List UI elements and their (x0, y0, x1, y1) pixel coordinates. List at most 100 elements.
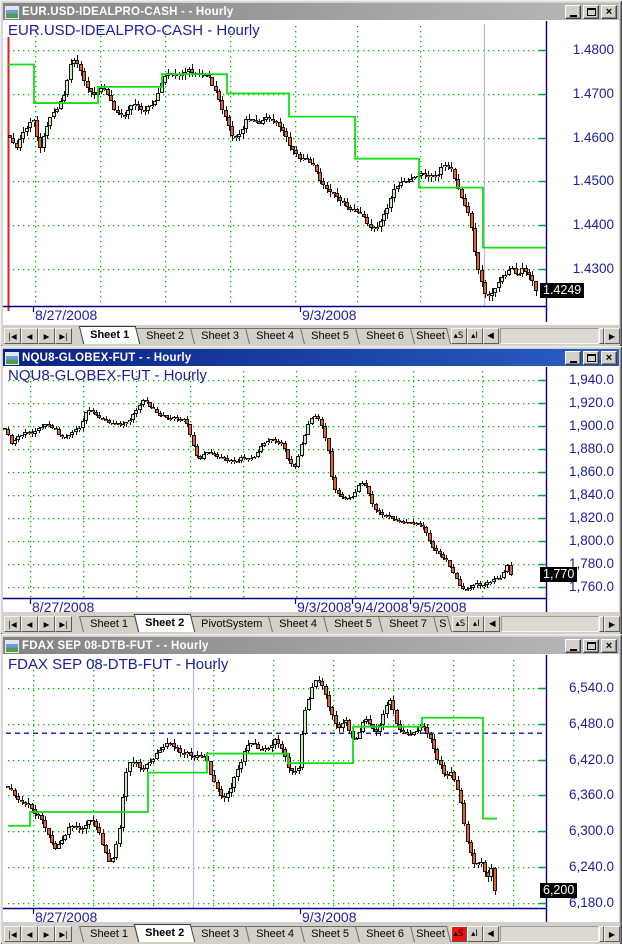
sheet-tab-label: Sheet 5 (311, 330, 349, 342)
window-title: EUR.USD-IDEALPRO-CASH - - Hourly (22, 6, 234, 18)
prev-sheet-button[interactable]: ◀ (21, 926, 38, 942)
tab-scroll-button[interactable]: ▴S (450, 328, 467, 344)
prev-sheet-button[interactable]: ◀ (21, 328, 38, 344)
maximize-button[interactable] (583, 5, 599, 19)
sheet-tab[interactable]: Sheet 1 (79, 926, 139, 942)
chart-title: EUR.USD-IDEALPRO-CASH - Hourly (8, 22, 260, 39)
y-axis-tick-label: 1,860.0 (568, 464, 614, 479)
minimize-button[interactable] (565, 5, 581, 19)
sheet-tab[interactable]: Sheet 4 (268, 616, 329, 632)
maximize-button[interactable] (583, 639, 599, 653)
horizontal-scrollbar[interactable] (501, 616, 599, 632)
sheet-tab-label: Sheet 3 (201, 928, 240, 940)
close-icon: × (605, 351, 613, 364)
sheet-tab-label: Sheet 2 (145, 927, 185, 939)
sheet-tab[interactable]: Sheet 5 (299, 926, 360, 942)
sheet-tab[interactable]: Sheet 2 (133, 924, 196, 942)
sheet-tab[interactable]: Sheet 2 (135, 328, 196, 344)
sheet-tab-truncated[interactable]: Sheet (409, 926, 451, 942)
sheet-tab[interactable]: Sheet 5 (299, 328, 360, 344)
sheet-tab-label: Sheet 1 (90, 618, 129, 630)
price-chart-canvas[interactable] (3, 654, 619, 922)
y-axis-tick-label: 1,900.0 (568, 418, 614, 434)
chart-app-icon (5, 639, 19, 653)
tab-scroll-buttons: ▴S ▴I ◀ (450, 328, 499, 344)
close-button[interactable]: × (601, 639, 617, 653)
sheet-tab[interactable]: Sheet 7 (378, 616, 438, 632)
tab-scroll-button[interactable]: ▴I (466, 926, 483, 942)
sheet-tab-truncated[interactable]: Sheet (409, 328, 451, 344)
sheet-tab[interactable]: Sheet 4 (244, 926, 305, 942)
horizontal-scrollbar[interactable] (499, 328, 599, 344)
y-axis-tick-label: 6,180.0 (568, 894, 614, 910)
price-chart-canvas[interactable] (3, 366, 619, 612)
x-axis-tick-label: 9/3/2008 (302, 909, 357, 925)
chart-title: NQU8-GLOBEX-FUT - Hourly (8, 367, 207, 384)
tab-scroll-button[interactable]: ◀ (482, 328, 499, 344)
x-axis-tick-label: 8/27/2008 (35, 909, 98, 925)
first-sheet-button[interactable]: |◀ (4, 616, 21, 632)
tab-splitter[interactable] (599, 328, 604, 344)
tab-scroll-button[interactable]: ▴I (466, 328, 483, 344)
price-chart-canvas[interactable] (3, 20, 619, 325)
tab-splitter[interactable] (599, 616, 604, 632)
window-titlebar[interactable]: NQU8-GLOBEX-FUT - - Hourly × (3, 349, 619, 367)
prev-sheet-button[interactable]: ◀ (21, 616, 38, 632)
last-sheet-button[interactable]: ▶| (55, 328, 72, 344)
last-sheet-button[interactable]: ▶| (55, 616, 72, 632)
sheet-tab-label: Sheet 2 (146, 330, 185, 342)
sheet-tab[interactable]: Sheet 6 (354, 328, 415, 344)
y-axis-tick-label: 1.4500 (572, 173, 614, 189)
y-axis-tick-label: 1,780.0 (568, 555, 614, 571)
tab-splitter[interactable] (599, 926, 604, 942)
horizontal-scrollbar[interactable] (499, 926, 599, 942)
window-titlebar[interactable]: FDAX SEP 08-DTB-FUT - - Hourly × (3, 637, 619, 655)
sheet-tab-bar: |◀ ◀ ▶ ▶| Sheet 1 Sheet 2 Sheet 3 Sheet 4 Sheet… (2, 325, 620, 346)
tab-scroll-button[interactable]: ▴I (468, 616, 485, 632)
close-button[interactable]: × (601, 351, 617, 365)
scroll-right-button[interactable]: ▶ (604, 926, 620, 942)
sheet-tab[interactable]: Sheet 5 (323, 616, 384, 632)
y-axis-tick-label: 1,840.0 (568, 486, 614, 502)
sheet-tab[interactable]: PivotSystem (190, 616, 274, 632)
sheet-tab-truncated[interactable]: S (432, 616, 453, 632)
sheet-tab-label: Sheet 7 (389, 618, 428, 630)
sheet-tab-label: S (439, 618, 447, 630)
last-sheet-button[interactable]: ▶| (55, 926, 72, 942)
sheet-tab[interactable]: Sheet 1 (79, 616, 139, 632)
scroll-right-button[interactable]: ▶ (604, 616, 620, 632)
minimize-button[interactable] (565, 639, 581, 653)
tab-scroll-button[interactable]: ▴S (452, 616, 469, 632)
minimize-icon (569, 14, 577, 17)
close-button[interactable]: × (601, 5, 617, 19)
tab-scroll-button[interactable]: ▴S (450, 926, 467, 942)
sheet-tab[interactable]: Sheet 2 (133, 614, 196, 632)
sheet-tab[interactable]: Sheet 1 (78, 326, 141, 344)
maximize-button[interactable] (583, 351, 599, 365)
window-controls: × (565, 639, 617, 653)
window-titlebar[interactable]: EUR.USD-IDEALPRO-CASH - - Hourly × (3, 3, 619, 21)
sheet-tab[interactable]: Sheet 3 (190, 926, 250, 942)
sheet-tab-label: Sheet 5 (311, 928, 349, 940)
sheet-tab[interactable]: Sheet 3 (190, 328, 250, 344)
next-sheet-button[interactable]: ▶ (38, 328, 55, 344)
tab-scroll-button[interactable]: ◀ (482, 926, 499, 942)
sheet-tab[interactable]: Sheet 6 (354, 926, 415, 942)
tab-nav-buttons: |◀ ◀ ▶ ▶| (4, 926, 72, 942)
y-axis-tick-label: 6,420.0 (568, 751, 614, 767)
first-sheet-button[interactable]: |◀ (4, 328, 21, 344)
first-sheet-button[interactable]: |◀ (4, 926, 21, 942)
x-axis-tick-label: 9/3/2008 (302, 307, 357, 323)
sheet-tab-label: Sheet 3 (201, 330, 240, 342)
scroll-right-button[interactable]: ▶ (604, 328, 620, 344)
maximize-icon (586, 8, 596, 16)
tab-nav-buttons: |◀ ◀ ▶ ▶| (4, 616, 72, 632)
close-icon: × (605, 5, 613, 18)
minimize-button[interactable] (565, 351, 581, 365)
next-sheet-button[interactable]: ▶ (38, 616, 55, 632)
sheet-tab[interactable]: Sheet 4 (244, 328, 305, 344)
tab-scroll-button[interactable]: ◀ (484, 616, 501, 632)
next-sheet-button[interactable]: ▶ (38, 926, 55, 942)
chart-window: EUR.USD-IDEALPRO-CASH - - Hourly × EUR.U… (0, 0, 622, 346)
